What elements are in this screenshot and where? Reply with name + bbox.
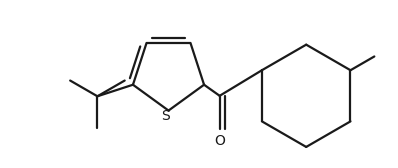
Text: S: S: [161, 110, 170, 123]
Text: O: O: [214, 134, 225, 148]
